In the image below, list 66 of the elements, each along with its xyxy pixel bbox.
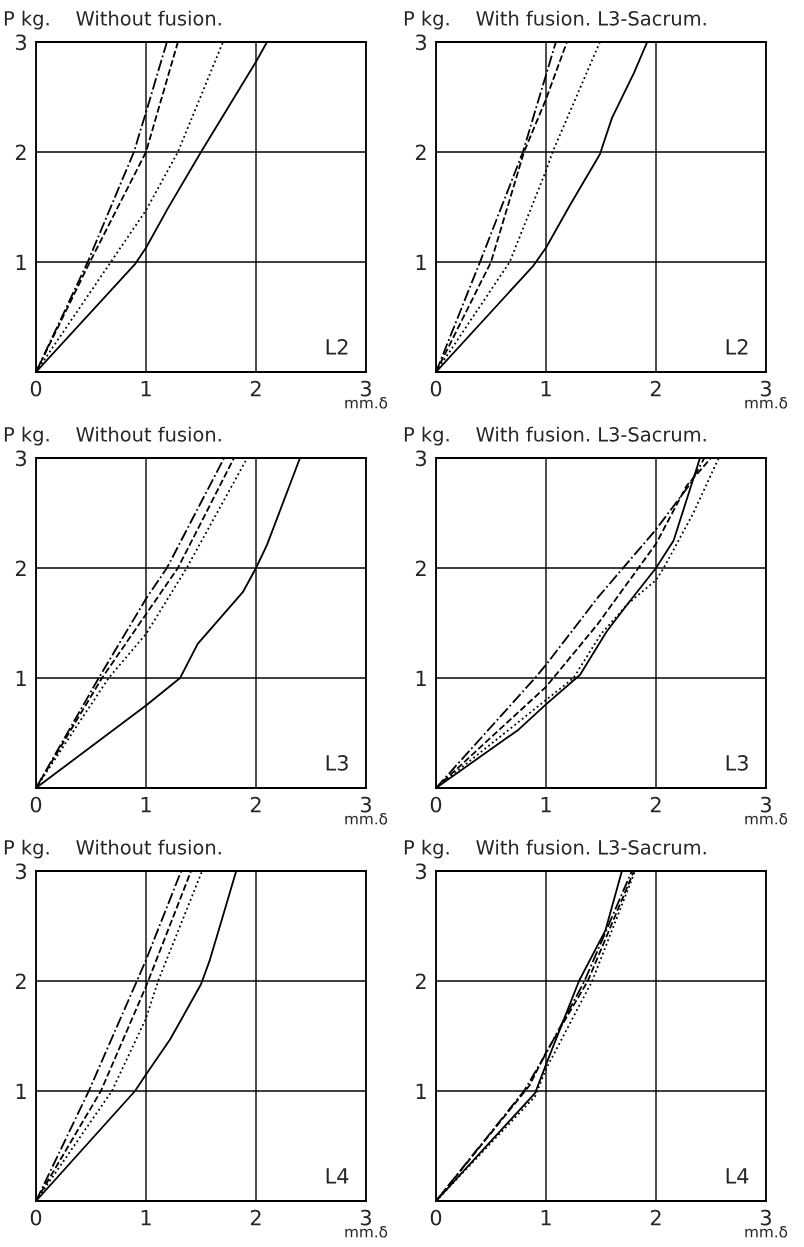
y-tick-label: 1: [16, 254, 26, 270]
y-tick-label: 3: [16, 34, 26, 51]
y-tick-label: 1: [16, 1083, 26, 1099]
x-tick-label: 3: [360, 380, 371, 397]
y-tick-label: 1: [416, 670, 426, 686]
y-tick-label: 3: [16, 863, 26, 880]
chart-title: With fusion. L3-Sacrum.: [476, 10, 706, 26]
annotation: L4: [326, 1168, 349, 1184]
annotation: L3: [326, 755, 348, 771]
x-tick-label: 3: [760, 1209, 771, 1226]
y-tick-label: 2: [415, 560, 426, 576]
x-tick-label: 0: [430, 1209, 442, 1226]
x-tick-label: 2: [250, 1209, 261, 1226]
x-tick-label: 2: [650, 380, 661, 397]
y-tick-label: 2: [15, 560, 26, 576]
chart-title: Without fusion.: [76, 426, 221, 442]
annotation: L3: [726, 755, 748, 771]
annotation: L2: [726, 339, 748, 355]
y-axis-title: P kg.: [404, 839, 449, 859]
x-tick-label: 0: [30, 380, 42, 397]
y-axis-title: P kg.: [4, 839, 49, 859]
x-tick-label: 0: [30, 796, 42, 813]
x-tick-label: 1: [141, 1209, 151, 1226]
x-tick-label: 2: [250, 380, 261, 397]
x-tick-label: 1: [541, 796, 551, 813]
x-axis-title: mm.δ: [745, 397, 788, 409]
chart-title: With fusion. L3-Sacrum.: [476, 839, 706, 855]
x-tick-label: 2: [650, 1209, 661, 1226]
x-tick-label: 3: [760, 796, 771, 813]
x-tick-label: 1: [141, 796, 151, 813]
x-tick-label: 3: [360, 1209, 371, 1226]
x-axis-title: mm.δ: [745, 1226, 788, 1238]
y-tick-label: 3: [16, 450, 26, 467]
y-tick-label: 3: [416, 450, 426, 467]
chart-title: With fusion. L3-Sacrum.: [476, 426, 706, 442]
annotation: L4: [726, 1168, 749, 1184]
chart-title: Without fusion.: [76, 839, 221, 855]
y-tick-label: 2: [415, 973, 426, 989]
y-tick-label: 1: [16, 670, 26, 686]
y-tick-label: 3: [416, 34, 426, 51]
annotation: L2: [326, 339, 348, 355]
y-tick-label: 2: [15, 973, 26, 989]
x-tick-label: 3: [360, 796, 371, 813]
x-axis-title: mm.δ: [345, 397, 388, 409]
x-tick-label: 0: [430, 796, 442, 813]
x-axis-title: mm.δ: [345, 1226, 388, 1238]
x-axis-title: mm.δ: [345, 813, 388, 825]
x-tick-label: 0: [30, 1209, 42, 1226]
y-axis-title: P kg.: [4, 426, 49, 446]
x-tick-label: 3: [760, 380, 771, 397]
y-tick-label: 1: [416, 1083, 426, 1099]
chart-title: Without fusion.: [76, 10, 221, 26]
x-tick-label: 1: [541, 380, 551, 397]
x-tick-label: 2: [250, 796, 261, 813]
y-axis-title: P kg.: [4, 10, 49, 30]
y-tick-label: 1: [416, 254, 426, 270]
y-axis-title: P kg.: [404, 426, 449, 446]
x-axis-title: mm.δ: [745, 813, 788, 825]
x-tick-label: 1: [541, 1209, 551, 1226]
y-tick-label: 3: [416, 863, 426, 880]
x-tick-label: 2: [650, 796, 661, 813]
y-tick-label: 2: [15, 144, 26, 160]
y-axis-title: P kg.: [404, 10, 449, 30]
x-tick-label: 0: [430, 380, 442, 397]
x-tick-label: 1: [141, 380, 151, 397]
y-tick-label: 2: [415, 144, 426, 160]
